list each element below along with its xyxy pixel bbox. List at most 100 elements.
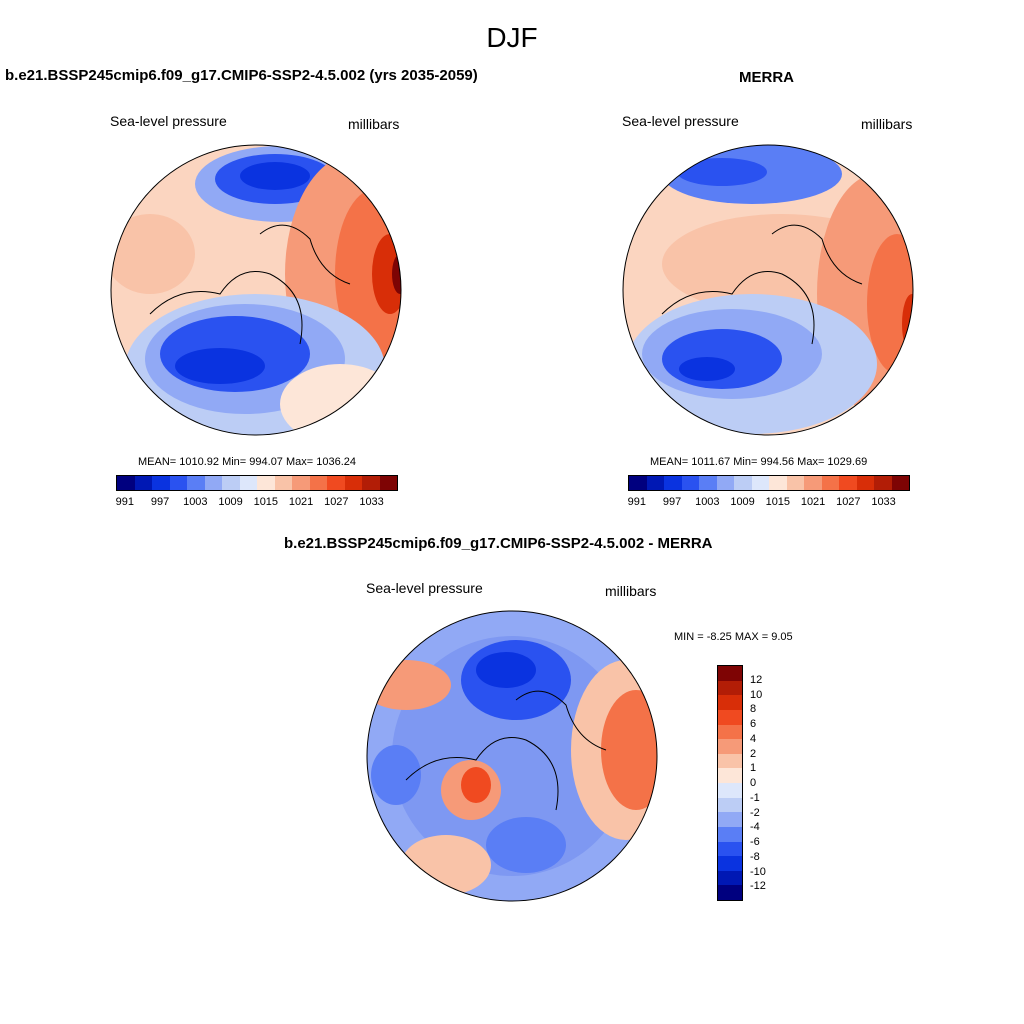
obs-polar-map <box>622 144 914 436</box>
colorbar-tick-label: 1003 <box>183 496 208 508</box>
colorbar-swatch <box>274 476 292 490</box>
colorbar-tick-label: 1015 <box>253 496 279 508</box>
colorbar-swatch <box>718 768 742 783</box>
colorbar-swatch <box>718 812 742 827</box>
colorbar-swatch <box>718 666 742 681</box>
colorbar-swatch <box>309 476 327 490</box>
colorbar-tick-label: 8 <box>750 703 757 716</box>
colorbar-swatch <box>718 841 742 857</box>
colorbar-swatch <box>204 476 222 490</box>
colorbar-swatch <box>874 476 892 490</box>
colorbar-tick-label: 12 <box>750 673 763 686</box>
figure-title: DJF <box>486 22 538 53</box>
colorbar-tick-label: 6 <box>750 718 757 730</box>
colorbar-swatch <box>646 476 664 490</box>
colorbar-swatch <box>718 724 742 740</box>
colorbar-swatch <box>718 695 742 710</box>
model-field-label: Sea-level pressure <box>110 113 227 129</box>
colorbar-swatch <box>629 476 647 490</box>
colorbar-swatch <box>344 476 362 490</box>
colorbar-swatch <box>152 476 170 490</box>
model-stats: MEAN= 1010.92 Min= 994.07 Max= 1036.24 <box>138 456 357 468</box>
colorbar-tick-label: -4 <box>750 821 760 834</box>
colorbar-swatch <box>257 476 275 490</box>
colorbar-swatch <box>169 476 187 490</box>
colorbar-swatch <box>734 476 752 490</box>
colorbar-swatch <box>681 476 699 490</box>
model-colorbar-labels: 991 997 1003 1009 1015 1021 1027 1033 <box>116 496 396 510</box>
colorbar-tick-label: 0 <box>750 777 757 789</box>
colorbar-tick-label: 10 <box>750 688 763 701</box>
colorbar-tick-label: 1033 <box>871 496 896 508</box>
colorbar-swatch <box>718 870 742 886</box>
diff-colorbar <box>717 665 743 901</box>
colorbar-swatch <box>134 476 152 490</box>
colorbar-tick-label: 2 <box>750 747 757 760</box>
colorbar-swatch <box>664 476 682 490</box>
colorbar-swatch <box>839 476 857 490</box>
diff-polar-map <box>366 610 658 902</box>
colorbar-tick-label: 1015 <box>765 496 791 508</box>
colorbar-swatch <box>718 783 742 798</box>
colorbar-tick-label: 997 <box>150 496 170 508</box>
colorbar-swatch <box>187 476 205 490</box>
colorbar-swatch <box>891 476 909 490</box>
colorbar-tick-label: -12 <box>750 880 766 893</box>
colorbar-swatch <box>804 476 822 490</box>
colorbar-swatch <box>718 826 742 842</box>
colorbar-tick-label: 1009 <box>218 496 243 508</box>
colorbar-tick-label: 4 <box>750 732 757 745</box>
colorbar-tick-label: -2 <box>750 806 760 819</box>
colorbar-swatch <box>239 476 257 490</box>
model-units-label: millibars <box>348 116 400 132</box>
colorbar-swatch <box>718 753 742 769</box>
colorbar-swatch <box>222 476 240 490</box>
colorbar-swatch <box>821 476 839 490</box>
colorbar-swatch <box>716 476 734 490</box>
diff-field-label: Sea-level pressure <box>366 580 483 596</box>
colorbar-tick-label: -1 <box>750 791 760 804</box>
obs-colorbar-labels: 991 997 1003 1009 1015 1021 1027 1033 <box>628 496 908 510</box>
colorbar-swatch <box>362 476 380 490</box>
colorbar-swatch <box>718 856 742 871</box>
diff-units-label: millibars <box>605 583 657 599</box>
colorbar-swatch <box>718 739 742 754</box>
colorbar-swatch <box>718 680 742 696</box>
colorbar-tick-label: 1009 <box>730 496 755 508</box>
colorbar-swatch <box>379 476 397 490</box>
colorbar-swatch <box>856 476 874 490</box>
colorbar-tick-label: 1003 <box>695 496 720 508</box>
colorbar-swatch <box>117 476 135 490</box>
obs-units-label: millibars <box>861 116 913 132</box>
diff-stats: MIN = -8.25 MAX = 9.05 <box>674 631 793 643</box>
model-colorbar <box>116 475 398 491</box>
colorbar-tick-label: 997 <box>662 496 682 508</box>
colorbar-swatch <box>327 476 345 490</box>
colorbar-tick-label: 1033 <box>359 496 384 508</box>
colorbar-tick-label: -10 <box>750 865 766 878</box>
obs-colorbar <box>628 475 910 491</box>
colorbar-tick-label: -8 <box>750 850 760 863</box>
colorbar-swatch <box>718 797 742 813</box>
obs-stats: MEAN= 1011.67 Min= 994.56 Max= 1029.69 <box>650 456 868 468</box>
obs-panel-title: MERRA <box>739 69 794 86</box>
colorbar-swatch <box>751 476 769 490</box>
colorbar-swatch <box>699 476 717 490</box>
colorbar-tick-label: 1021 <box>800 496 826 508</box>
model-panel-title: b.e21.BSSP245cmip6.f09_g17.CMIP6-SSP2-4.… <box>5 67 478 84</box>
model-polar-map <box>110 144 402 436</box>
diff-colorbar-labels: 12 10 8 6 4 2 1 0 -1 -2 -4 -6 -8 -10 -12 <box>750 665 780 899</box>
colorbar-tick-label: -6 <box>750 836 760 848</box>
colorbar-swatch <box>769 476 787 490</box>
colorbar-swatch <box>718 709 742 725</box>
colorbar-swatch <box>292 476 310 490</box>
colorbar-tick-label: 991 <box>627 496 646 508</box>
colorbar-swatch <box>718 885 742 900</box>
colorbar-tick-label: 1027 <box>324 496 349 508</box>
colorbar-tick-label: 1027 <box>836 496 861 508</box>
colorbar-tick-label: 991 <box>115 496 134 508</box>
colorbar-swatch <box>786 476 804 490</box>
colorbar-tick-label: 1 <box>750 762 757 775</box>
colorbar-tick-label: 1021 <box>288 496 314 508</box>
obs-field-label: Sea-level pressure <box>622 113 739 129</box>
